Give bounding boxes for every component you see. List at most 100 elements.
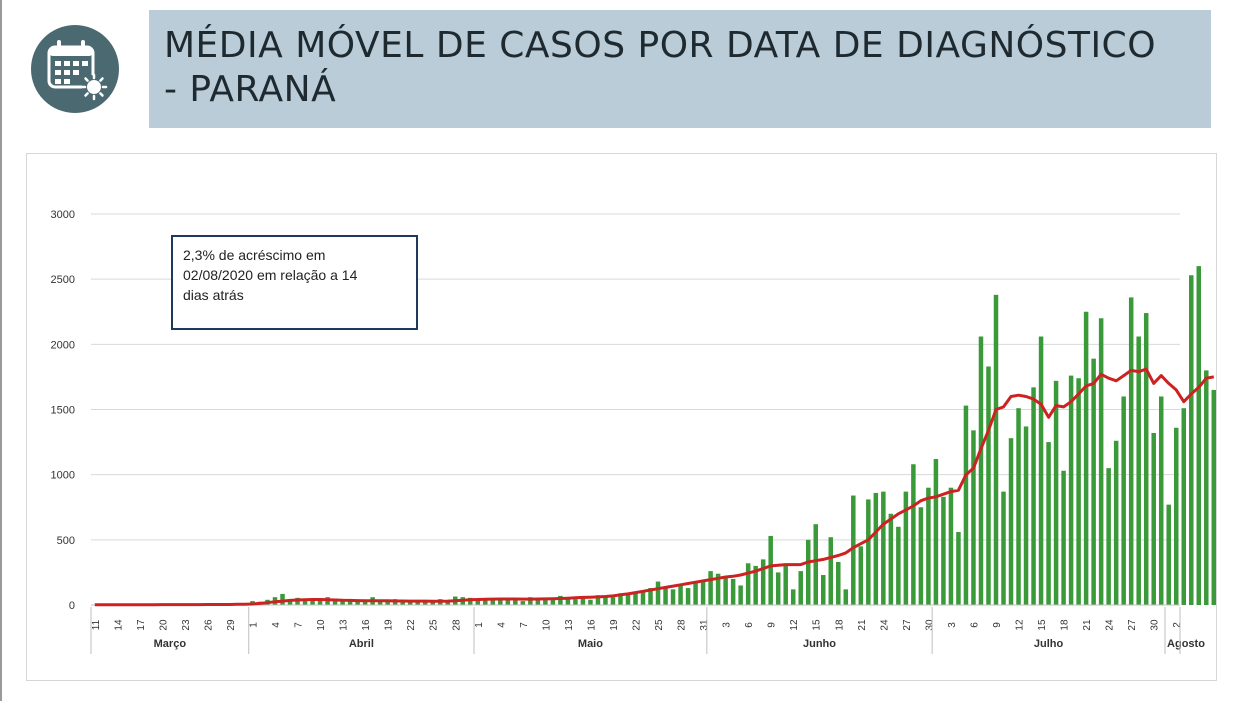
- x-tick-label: 21: [1082, 619, 1093, 631]
- month-label: Março: [154, 638, 187, 650]
- bar: [407, 600, 413, 605]
- bar: [670, 589, 676, 605]
- bar: [483, 598, 488, 605]
- bar: [362, 601, 368, 605]
- bar: [648, 588, 653, 605]
- x-tick-label: 30: [924, 619, 935, 631]
- bar: [573, 599, 578, 605]
- bar: [1189, 275, 1194, 605]
- x-tick-label: 16: [586, 619, 597, 631]
- bar: [445, 601, 450, 605]
- bar: [558, 595, 563, 605]
- bar: [430, 602, 435, 605]
- bar: [1173, 427, 1179, 605]
- x-tick-label: 9: [992, 622, 1003, 628]
- bar: [1158, 396, 1164, 605]
- x-tick-label: 1: [474, 622, 485, 628]
- bar: [1083, 311, 1089, 605]
- x-tick-label: 4: [271, 622, 282, 628]
- x-tick-label: 3: [947, 622, 958, 628]
- y-tick-label: 2500: [51, 274, 75, 286]
- bar: [588, 599, 593, 605]
- x-tick-label: 21: [857, 619, 868, 631]
- bar: [693, 582, 698, 605]
- bar: [347, 599, 353, 605]
- x-tick-label: 19: [384, 619, 395, 631]
- bar: [715, 573, 721, 605]
- y-tick-label: 1500: [51, 405, 75, 417]
- bar: [1204, 370, 1209, 605]
- bar: [851, 495, 856, 605]
- x-tick-label: 7: [294, 622, 305, 628]
- bar: [1046, 442, 1051, 605]
- bar: [520, 601, 526, 605]
- x-tick-label: 30: [1150, 619, 1161, 631]
- bar: [317, 600, 323, 605]
- bar: [798, 571, 803, 605]
- y-tick-label: 3000: [51, 209, 75, 221]
- x-tick-label: 22: [406, 619, 417, 631]
- bar: [543, 599, 548, 605]
- bar: [1121, 396, 1126, 605]
- x-tick-label: 22: [632, 619, 643, 631]
- month-label: Junho: [803, 638, 836, 650]
- bar: [1038, 336, 1044, 605]
- chart-annotation: 2,3% de acréscimo em 02/08/2020 em relaç…: [171, 235, 418, 330]
- bar: [941, 496, 946, 605]
- bar: [783, 565, 788, 605]
- bar: [911, 464, 916, 605]
- calendar-virus-icon: [31, 25, 119, 113]
- bar: [1068, 375, 1074, 605]
- x-tick-label: 18: [834, 619, 845, 631]
- bar: [858, 546, 864, 605]
- bar: [963, 405, 969, 605]
- bar: [1151, 432, 1156, 605]
- bar: [422, 601, 428, 605]
- bar: [280, 593, 285, 605]
- x-tick-label: 11: [91, 619, 102, 630]
- chart-panel: 0 500 1000 1500 2000 2500 3000 11 14 17 20 23 26 29 1 4…: [26, 153, 1217, 681]
- bar: [836, 561, 841, 605]
- bar: [595, 595, 601, 605]
- bar: [993, 294, 999, 605]
- bar: [978, 336, 984, 605]
- x-tick-label: 12: [1015, 619, 1026, 631]
- month-label: Maio: [578, 638, 603, 650]
- bar: [926, 487, 931, 605]
- bar: [1143, 313, 1149, 605]
- bar: [310, 599, 315, 605]
- bar: [1053, 380, 1059, 605]
- bar: [745, 563, 751, 605]
- y-tick-label: 500: [57, 535, 75, 547]
- x-tick-label: 16: [361, 619, 372, 631]
- bar: [828, 537, 834, 605]
- bar: [753, 565, 758, 605]
- bar: [971, 430, 976, 605]
- month-label: Julho: [1034, 638, 1064, 650]
- x-tick-label: 25: [654, 619, 665, 631]
- x-tick-label: 14: [113, 619, 124, 631]
- bar: [678, 584, 683, 605]
- x-tick-label: 31: [699, 619, 710, 631]
- bar: [400, 602, 405, 605]
- bar: [700, 581, 706, 605]
- bar: [505, 597, 511, 605]
- x-tick-label: 19: [609, 619, 620, 631]
- bar: [986, 366, 991, 605]
- bar: [580, 596, 586, 605]
- bar: [287, 599, 293, 605]
- x-tick-label: 28: [451, 619, 462, 631]
- x-tick-label: 13: [564, 619, 575, 631]
- y-tick-label: 1000: [51, 470, 75, 482]
- x-tick-label: 24: [1105, 619, 1116, 631]
- bar: [1076, 378, 1081, 605]
- bar: [1136, 336, 1141, 605]
- left-frame-line: [0, 0, 2, 701]
- bar: [332, 598, 338, 605]
- bar: [760, 559, 766, 605]
- x-tick-label: 10: [541, 619, 552, 631]
- bar: [866, 499, 871, 605]
- bar: [302, 598, 308, 605]
- bar: [1196, 266, 1202, 605]
- x-tick-label: 17: [136, 619, 147, 631]
